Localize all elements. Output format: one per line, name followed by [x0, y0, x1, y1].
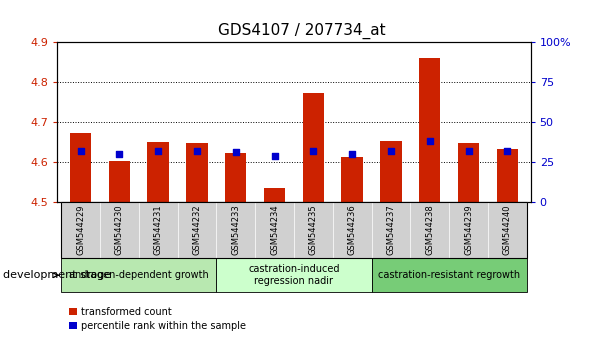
Text: GSM544229: GSM544229 [76, 205, 85, 255]
Point [502, 148, 512, 154]
Point [425, 138, 435, 144]
Bar [109, 161, 130, 202]
Bar [380, 141, 402, 202]
Text: GSM544236: GSM544236 [348, 205, 356, 256]
Point [386, 148, 396, 154]
Point [231, 149, 241, 155]
Text: development stage: development stage [3, 270, 111, 280]
Text: GSM544233: GSM544233 [232, 205, 240, 256]
Bar [70, 133, 91, 202]
Text: GSM544239: GSM544239 [464, 205, 473, 256]
Text: GSM544231: GSM544231 [154, 205, 163, 256]
Bar [303, 93, 324, 202]
Text: androgen-dependent growth: androgen-dependent growth [69, 270, 209, 280]
Text: GSM544234: GSM544234 [270, 205, 279, 256]
Text: castration-induced
regression nadir: castration-induced regression nadir [248, 264, 339, 286]
Bar [186, 143, 207, 202]
Text: transformed count: transformed count [81, 307, 172, 316]
Bar [458, 143, 479, 202]
Text: GSM544230: GSM544230 [115, 205, 124, 256]
Text: GSM544238: GSM544238 [425, 205, 434, 256]
Text: GSM544235: GSM544235 [309, 205, 318, 256]
Point [347, 151, 357, 157]
Text: GSM544232: GSM544232 [192, 205, 201, 256]
Point [76, 148, 86, 154]
Point [115, 151, 124, 157]
Bar [148, 142, 169, 202]
Bar [497, 149, 518, 202]
Point [464, 148, 473, 154]
Text: GSM544237: GSM544237 [387, 205, 396, 256]
Point [192, 148, 202, 154]
Point [153, 148, 163, 154]
Bar [341, 157, 363, 202]
Text: percentile rank within the sample: percentile rank within the sample [81, 321, 247, 331]
Point [270, 153, 279, 159]
Bar [264, 188, 285, 202]
Text: castration-resistant regrowth: castration-resistant regrowth [378, 270, 520, 280]
Text: GSM544240: GSM544240 [503, 205, 512, 255]
Bar [225, 153, 247, 202]
Text: GDS4107 / 207734_at: GDS4107 / 207734_at [218, 23, 385, 39]
Point [309, 148, 318, 154]
Bar [419, 58, 440, 202]
